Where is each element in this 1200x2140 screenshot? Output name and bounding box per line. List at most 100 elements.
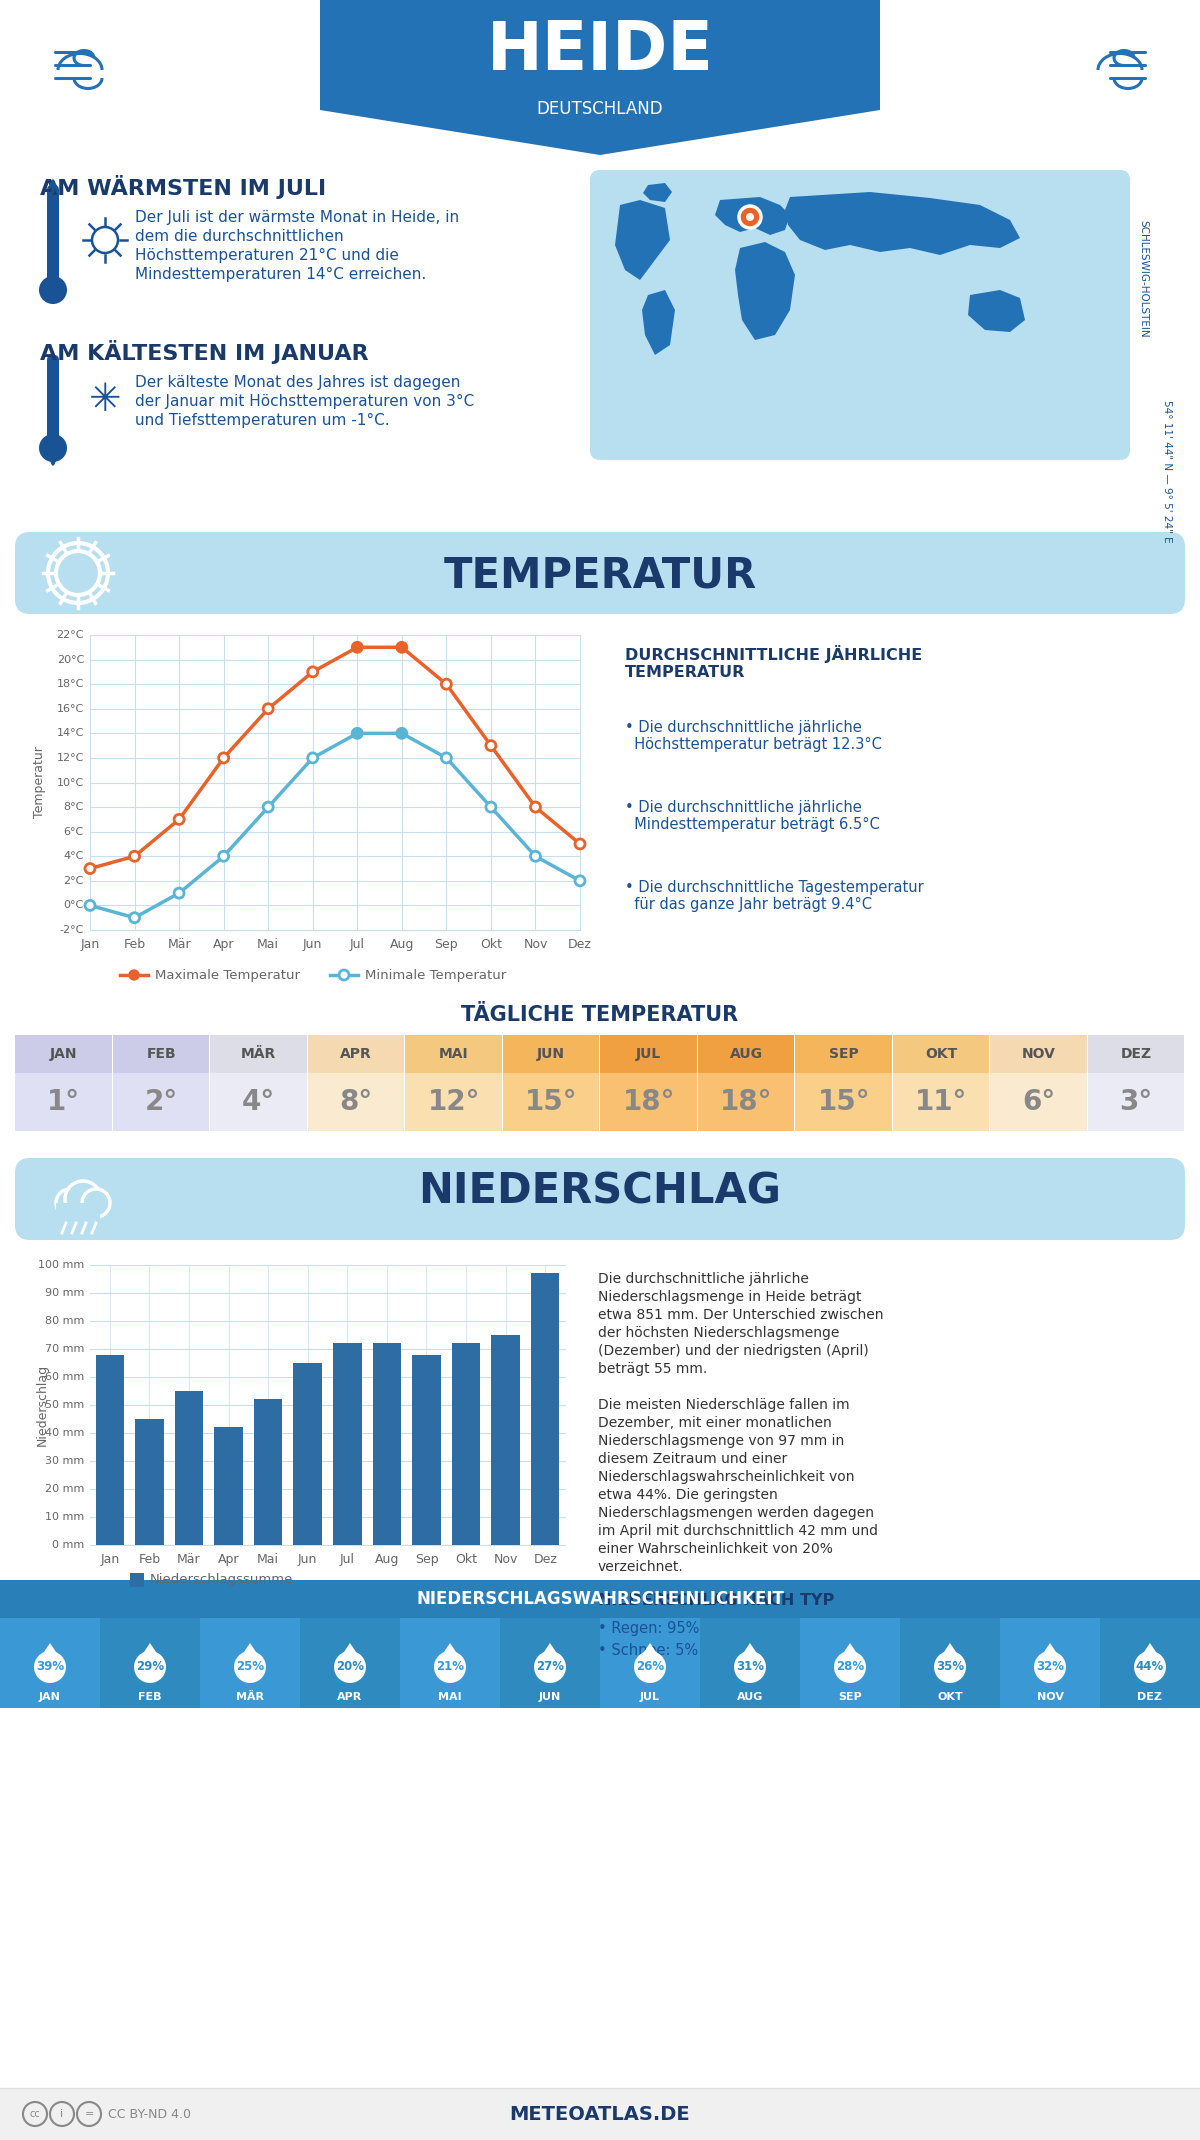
- Text: 30 mm: 30 mm: [44, 1455, 84, 1466]
- Text: 16°C: 16°C: [56, 704, 84, 715]
- Text: JAN: JAN: [40, 1693, 61, 1701]
- Circle shape: [575, 839, 586, 850]
- Bar: [697, 1072, 794, 1132]
- Text: 50 mm: 50 mm: [44, 1400, 84, 1410]
- Polygon shape: [320, 0, 880, 154]
- Text: 8°: 8°: [340, 1087, 373, 1115]
- Text: 15°: 15°: [817, 1087, 870, 1115]
- Polygon shape: [334, 1644, 366, 1667]
- Bar: [1087, 1036, 1184, 1072]
- Text: Jun: Jun: [304, 937, 323, 950]
- Bar: [796, 1072, 892, 1132]
- Text: MÄR: MÄR: [241, 1046, 276, 1061]
- Text: Sep: Sep: [415, 1554, 438, 1566]
- Circle shape: [218, 852, 229, 860]
- Circle shape: [56, 1190, 84, 1218]
- Text: 11°: 11°: [916, 1087, 967, 1115]
- Text: DEZ: DEZ: [1138, 1693, 1163, 1701]
- Bar: [14, 1036, 112, 1072]
- Bar: [1100, 1618, 1200, 1708]
- Polygon shape: [1034, 1644, 1066, 1667]
- Text: 20%: 20%: [336, 1661, 364, 1673]
- Text: etwa 44%. Die geringsten: etwa 44%. Die geringsten: [598, 1487, 778, 1502]
- Text: CC BY-ND 4.0: CC BY-ND 4.0: [108, 2108, 191, 2121]
- Circle shape: [1034, 1650, 1066, 1682]
- Circle shape: [739, 205, 761, 229]
- Text: Feb: Feb: [124, 937, 145, 950]
- Circle shape: [530, 802, 540, 811]
- Bar: [503, 1036, 599, 1072]
- Text: 35%: 35%: [936, 1661, 964, 1673]
- Bar: [200, 1618, 300, 1708]
- Text: einer Wahrscheinlichkeit von 20%: einer Wahrscheinlichkeit von 20%: [598, 1543, 833, 1556]
- Bar: [294, 1363, 322, 1545]
- Bar: [130, 1573, 144, 1588]
- Bar: [1087, 1072, 1184, 1132]
- Text: Aug: Aug: [374, 1554, 400, 1566]
- Circle shape: [263, 704, 274, 715]
- Bar: [210, 1036, 306, 1072]
- Text: • Schnee: 5%: • Schnee: 5%: [598, 1644, 698, 1658]
- Text: • Die durchschnittliche Tagestemperatur
  für das ganze Jahr beträgt 9.4°C: • Die durchschnittliche Tagestemperatur …: [625, 880, 924, 912]
- Text: FEB: FEB: [146, 1046, 176, 1061]
- FancyBboxPatch shape: [590, 169, 1130, 460]
- Bar: [600, 1618, 700, 1708]
- Text: 8°C: 8°C: [64, 802, 84, 811]
- Text: Der Juli ist der wärmste Monat in Heide, in: Der Juli ist der wärmste Monat in Heide,…: [134, 210, 460, 225]
- Text: 39%: 39%: [36, 1661, 64, 1673]
- Text: Jan: Jan: [100, 1554, 120, 1566]
- Text: 4°C: 4°C: [64, 852, 84, 860]
- Text: etwa 851 mm. Der Unterschied zwischen: etwa 851 mm. Der Unterschied zwischen: [598, 1308, 883, 1323]
- Text: JAN: JAN: [50, 1046, 78, 1061]
- Text: 2°: 2°: [145, 1087, 178, 1115]
- Circle shape: [130, 912, 139, 922]
- Text: 12°: 12°: [427, 1087, 480, 1115]
- Bar: [113, 1072, 209, 1132]
- Text: der Januar mit Höchsttemperaturen von 3°C: der Januar mit Höchsttemperaturen von 3°…: [134, 394, 474, 409]
- FancyBboxPatch shape: [47, 355, 59, 445]
- Text: AUG: AUG: [737, 1693, 763, 1701]
- Text: 12°C: 12°C: [56, 753, 84, 764]
- Circle shape: [442, 678, 451, 689]
- Text: (Dezember) und der niedrigsten (April): (Dezember) und der niedrigsten (April): [598, 1344, 869, 1359]
- Polygon shape: [785, 193, 1020, 255]
- Bar: [113, 1036, 209, 1072]
- Circle shape: [575, 875, 586, 886]
- Circle shape: [486, 740, 496, 751]
- Text: -2°C: -2°C: [60, 924, 84, 935]
- Bar: [400, 1618, 500, 1708]
- Text: 0°C: 0°C: [64, 901, 84, 910]
- Text: im April mit durchschnittlich 42 mm und: im April mit durchschnittlich 42 mm und: [598, 1524, 878, 1539]
- Text: Jun: Jun: [298, 1554, 317, 1566]
- Text: Die durchschnittliche jährliche: Die durchschnittliche jährliche: [598, 1271, 809, 1286]
- Text: 6°: 6°: [1022, 1087, 1055, 1115]
- Bar: [334, 1344, 361, 1545]
- Bar: [175, 1391, 203, 1545]
- Text: • Die durchschnittliche jährliche
  Höchsttemperatur beträgt 12.3°C: • Die durchschnittliche jährliche Höchst…: [625, 719, 882, 753]
- Circle shape: [234, 1650, 266, 1682]
- Bar: [100, 1618, 200, 1708]
- Text: Die meisten Niederschläge fallen im: Die meisten Niederschläge fallen im: [598, 1397, 850, 1412]
- Text: • Die durchschnittliche jährliche
  Mindesttemperatur beträgt 6.5°C: • Die durchschnittliche jährliche Mindes…: [625, 800, 880, 832]
- Text: MAI: MAI: [439, 1046, 468, 1061]
- Bar: [530, 1273, 559, 1545]
- Text: AM KÄLTESTEN IM JANUAR: AM KÄLTESTEN IM JANUAR: [40, 340, 368, 364]
- Text: 28%: 28%: [836, 1661, 864, 1673]
- Bar: [796, 1036, 892, 1072]
- Text: 22°C: 22°C: [56, 629, 84, 640]
- Text: und Tiefsttemperaturen um -1°C.: und Tiefsttemperaturen um -1°C.: [134, 413, 390, 428]
- Text: der höchsten Niederschlagsmenge: der höchsten Niederschlagsmenge: [598, 1327, 839, 1340]
- Circle shape: [334, 1650, 366, 1682]
- Text: beträgt 55 mm.: beträgt 55 mm.: [598, 1361, 707, 1376]
- Polygon shape: [734, 242, 796, 340]
- Bar: [451, 1344, 480, 1545]
- Text: 14°C: 14°C: [56, 728, 84, 738]
- Circle shape: [65, 1181, 101, 1218]
- Text: Feb: Feb: [138, 1554, 161, 1566]
- Circle shape: [734, 1650, 766, 1682]
- Bar: [210, 1072, 306, 1132]
- Text: 31%: 31%: [736, 1661, 764, 1673]
- Text: NIEDERSCHLAG NACH TYP: NIEDERSCHLAG NACH TYP: [598, 1592, 834, 1607]
- Text: 2°C: 2°C: [64, 875, 84, 886]
- Circle shape: [340, 969, 349, 980]
